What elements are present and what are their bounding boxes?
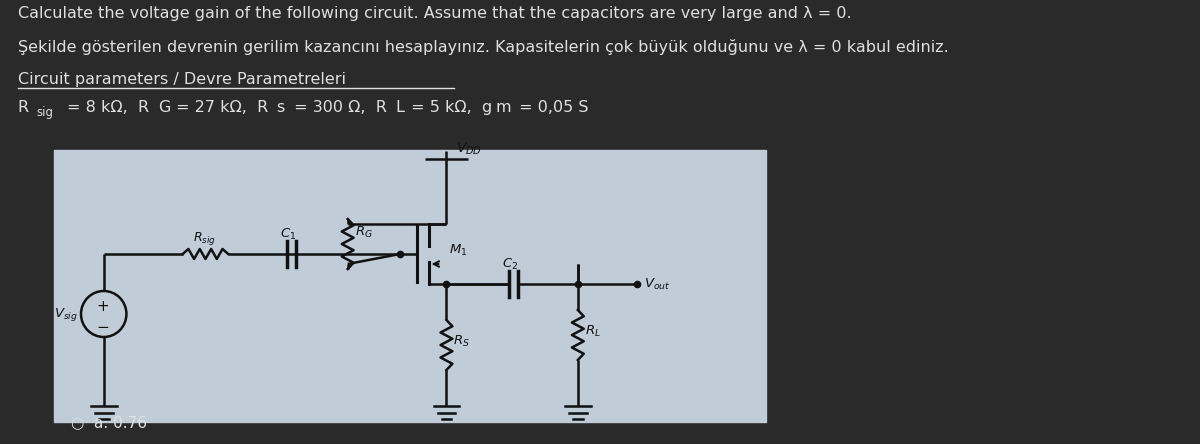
Text: = 27 kΩ,  R: = 27 kΩ, R xyxy=(170,100,268,115)
Text: $R_{sig}$: $R_{sig}$ xyxy=(193,230,216,247)
Text: ○  a. 0.76: ○ a. 0.76 xyxy=(71,415,148,430)
Text: G: G xyxy=(158,100,170,115)
Text: $V_{sig}$: $V_{sig}$ xyxy=(54,305,78,322)
Text: $R_G$: $R_G$ xyxy=(355,225,372,240)
Text: $R_S$: $R_S$ xyxy=(454,334,470,349)
Text: = 5 kΩ,  g: = 5 kΩ, g xyxy=(406,100,492,115)
Text: Circuit parameters / Devre Parametreleri: Circuit parameters / Devre Parametreleri xyxy=(18,72,346,87)
Text: s: s xyxy=(276,100,284,115)
Text: L: L xyxy=(395,100,404,115)
Text: m: m xyxy=(496,100,511,115)
Bar xyxy=(54,150,766,422)
Text: $V_{DD}$: $V_{DD}$ xyxy=(456,141,482,157)
Text: $C_2$: $C_2$ xyxy=(502,257,518,272)
Text: $V_{out}$: $V_{out}$ xyxy=(644,277,671,292)
Text: Calculate the voltage gain of the following circuit. Assume that the capacitors : Calculate the voltage gain of the follow… xyxy=(18,6,852,21)
Text: Şekilde gösterilen devrenin gerilim kazancını hesaplayınız. Kapasitelerin çok bü: Şekilde gösterilen devrenin gerilim kaza… xyxy=(18,39,948,55)
Text: sig: sig xyxy=(36,106,54,119)
Text: $M_1$: $M_1$ xyxy=(450,242,468,258)
Text: $C_1$: $C_1$ xyxy=(280,227,295,242)
Text: R: R xyxy=(18,100,29,115)
Text: −: − xyxy=(97,320,109,334)
Text: = 0,05 S: = 0,05 S xyxy=(514,100,588,115)
Text: = 8 kΩ,  R: = 8 kΩ, R xyxy=(67,100,149,115)
Text: = 300 Ω,  R: = 300 Ω, R xyxy=(289,100,388,115)
Text: +: + xyxy=(97,298,109,313)
Text: $R_L$: $R_L$ xyxy=(584,324,600,339)
